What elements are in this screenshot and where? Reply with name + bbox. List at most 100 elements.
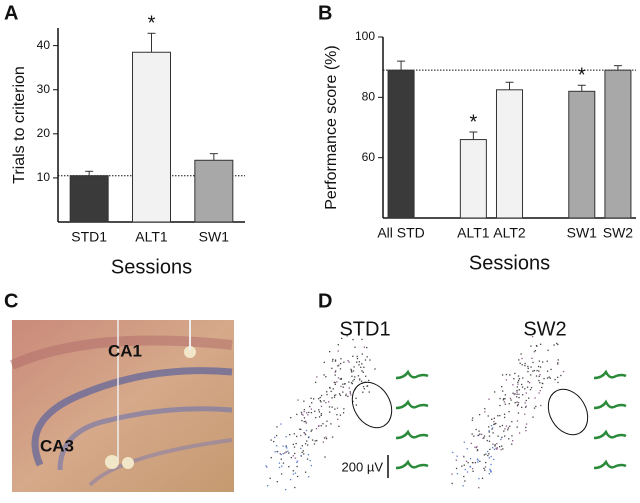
spike-dot <box>308 411 310 414</box>
spike-dot <box>531 357 533 360</box>
spike-dot <box>336 407 339 409</box>
spike-dot <box>365 375 367 377</box>
spike-dot <box>323 374 325 376</box>
spike-dot <box>560 374 562 377</box>
spike-dot <box>517 375 520 377</box>
spike-dot <box>326 420 328 422</box>
spike-dot <box>511 435 513 437</box>
spike-dot <box>546 370 549 372</box>
spike-dot <box>541 386 543 389</box>
spike-dot <box>302 414 304 416</box>
spike-dot <box>305 429 308 432</box>
spike-dot <box>492 443 494 445</box>
spike-dot <box>315 381 317 384</box>
bar <box>604 69 632 219</box>
spike-dot <box>275 434 278 437</box>
spike-dot <box>361 353 363 355</box>
spike-dot <box>483 467 485 470</box>
spike-dot <box>534 397 536 399</box>
spike-dot <box>357 375 360 377</box>
spike-dot <box>325 425 327 427</box>
spike-dot <box>488 472 490 475</box>
spike-dot <box>294 472 297 474</box>
spike-dot <box>287 450 289 452</box>
spike-dot <box>339 378 341 380</box>
spike-dot <box>294 486 296 489</box>
spike-dot <box>497 435 499 437</box>
spike-dot <box>333 381 336 383</box>
spike-dot <box>451 482 453 485</box>
spike-dot <box>535 344 538 347</box>
spike-dot <box>469 458 472 460</box>
spike-dot <box>338 393 341 395</box>
spike-dot <box>461 465 463 467</box>
spike-dot <box>489 468 491 471</box>
spike-dot <box>330 390 332 393</box>
spike-dot <box>512 392 514 394</box>
spike-dot <box>526 386 529 388</box>
spike-dot <box>352 400 354 403</box>
spike-dot <box>535 375 538 377</box>
spike-dot <box>509 374 511 376</box>
spike-dot <box>478 430 480 432</box>
spike-dot <box>333 396 336 398</box>
spike-dot <box>524 402 526 404</box>
spike-dot <box>525 392 527 394</box>
spike-dot <box>347 395 349 398</box>
spike-dot <box>476 449 479 451</box>
spike-dot <box>535 405 537 408</box>
spike-dot <box>300 428 302 431</box>
spike-dot <box>484 411 486 413</box>
spike-dot <box>325 401 327 404</box>
x-tick-label: STD1 <box>71 229 107 245</box>
spike-dot <box>280 458 282 460</box>
spike-dot <box>323 361 325 364</box>
spike-dot <box>536 369 538 372</box>
spike-dot <box>488 398 490 400</box>
spike-dot <box>486 439 488 442</box>
spike-dot <box>516 393 518 395</box>
spike-dot <box>348 387 350 389</box>
spike-dot <box>504 398 506 400</box>
spike-dot <box>310 430 312 432</box>
spike-dot <box>353 366 355 368</box>
spike-dot <box>351 375 353 377</box>
spike-dot <box>554 378 556 381</box>
spike-dot <box>516 404 519 407</box>
spike-dot <box>488 430 490 432</box>
spike-dot <box>306 412 308 414</box>
spike-dot <box>303 453 305 455</box>
spike-dot <box>463 464 465 466</box>
spike-dot <box>307 454 310 456</box>
spike-dot <box>302 450 304 452</box>
spike-dot <box>557 359 559 361</box>
spike-dot <box>366 346 368 349</box>
spike-dot <box>326 391 328 393</box>
spike-dot <box>320 413 323 415</box>
spike-dot <box>501 374 504 376</box>
spike-dot <box>342 386 344 388</box>
spike-dot <box>477 461 479 463</box>
spike-dot <box>320 394 323 397</box>
spike-dot <box>267 485 269 487</box>
spike-dot <box>342 383 344 385</box>
spike-dot <box>346 335 348 337</box>
waveforms <box>395 369 627 470</box>
spike-dot <box>543 377 545 380</box>
bar <box>495 89 524 219</box>
spike-dot <box>508 425 511 428</box>
spike-dot <box>303 410 305 413</box>
spike-dot <box>517 412 520 414</box>
spike-dot <box>503 401 506 403</box>
spike-dot <box>455 459 457 461</box>
spike-dot <box>316 376 318 378</box>
spike-dot <box>305 420 307 422</box>
spike-dot <box>310 464 313 467</box>
spike-dot <box>491 428 493 430</box>
spike-dot <box>296 475 299 478</box>
spike-dot <box>513 378 515 380</box>
spike-dot <box>343 361 345 363</box>
spike-dot <box>276 426 278 428</box>
spike-dot <box>542 382 544 385</box>
spike-dot <box>533 369 536 372</box>
